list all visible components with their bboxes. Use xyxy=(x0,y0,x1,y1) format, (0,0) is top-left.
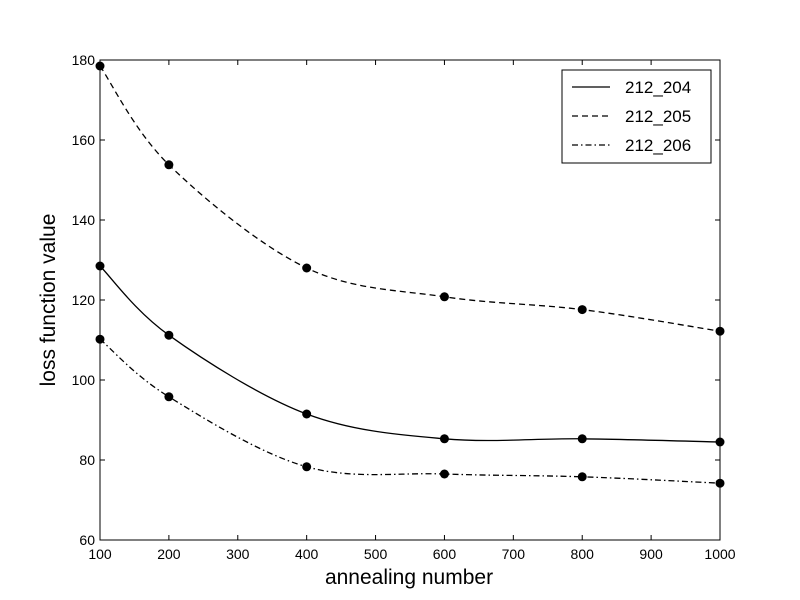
data-point-212_204-400 xyxy=(302,409,312,419)
ticks-layer: 100 200 300 400 500 600 700 800 900 1000 60 80 100 12… xyxy=(72,52,736,562)
data-point-212_205-400 xyxy=(302,263,312,273)
x-tick-label-500: 500 xyxy=(364,546,388,562)
data-point-212_205-800 xyxy=(577,305,587,315)
y-axis-label: loss function value xyxy=(37,214,60,387)
legend-label-212_206: 212_206 xyxy=(625,136,691,155)
legend-item-212_206: 212_206 xyxy=(572,136,691,155)
x-tick-label-200: 200 xyxy=(157,546,181,562)
x-tick-label-800: 800 xyxy=(571,546,595,562)
data-point-212_204-600 xyxy=(439,434,449,444)
legend-label-212_205: 212_205 xyxy=(625,107,691,126)
legend-item-212_205: 212_205 xyxy=(572,107,691,126)
y-tick-label-180: 180 xyxy=(72,52,96,68)
data-point-212_205-600 xyxy=(439,292,449,302)
data-point-212_206-800 xyxy=(577,472,587,482)
y-tick-label-100: 100 xyxy=(72,372,96,388)
y-tick-label-120: 120 xyxy=(72,292,96,308)
legend-item-212_204: 212_204 xyxy=(572,78,691,97)
data-point-212_204-800 xyxy=(577,434,587,444)
y-tick-label-140: 140 xyxy=(72,212,96,228)
series-212_204 xyxy=(95,261,725,447)
x-tick-label-300: 300 xyxy=(226,546,250,562)
data-point-212_206-600 xyxy=(439,469,449,479)
legend: 212_204 212_205 212_206 xyxy=(561,69,712,164)
y-tick-label-80: 80 xyxy=(79,452,95,468)
x-axis-label: annealing number xyxy=(325,566,493,589)
legend-label-212_204: 212_204 xyxy=(625,78,691,97)
data-point-212_206-400 xyxy=(302,462,312,472)
series-line-212_206 xyxy=(99,338,721,484)
x-tick-label-1000: 1000 xyxy=(704,546,735,562)
y-tick-label-60: 60 xyxy=(79,532,95,548)
x-tick-label-600: 600 xyxy=(433,546,457,562)
data-point-212_204-200 xyxy=(164,330,174,340)
x-tick-label-700: 700 xyxy=(502,546,526,562)
x-tick-label-400: 400 xyxy=(295,546,319,562)
y-tick-label-160: 160 xyxy=(72,132,96,148)
data-point-212_205-200 xyxy=(164,160,174,170)
x-tick-label-900: 900 xyxy=(639,546,663,562)
series-212_205 xyxy=(95,61,725,336)
series-layer xyxy=(95,61,725,488)
series-212_206 xyxy=(95,334,725,488)
data-point-212_206-200 xyxy=(164,392,174,402)
series-line-212_205 xyxy=(99,65,721,332)
x-tick-label-100: 100 xyxy=(88,546,112,562)
